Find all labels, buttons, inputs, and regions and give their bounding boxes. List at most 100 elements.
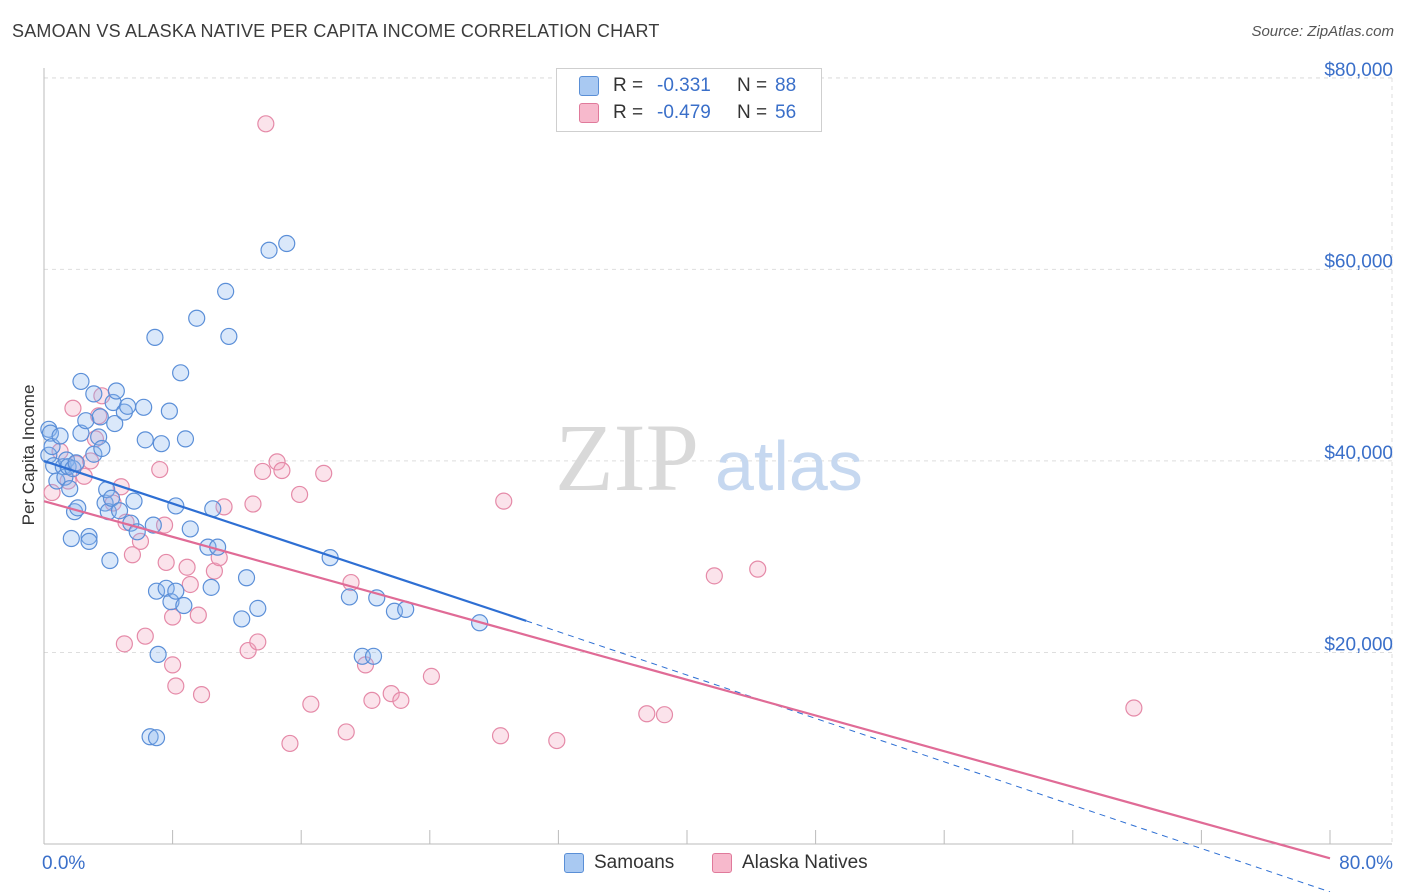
samoans-swatch	[579, 76, 599, 96]
watermark-atlas: atlas	[715, 427, 863, 505]
alaska-native-point	[167, 677, 185, 695]
samoan-point	[364, 647, 383, 665]
alaska-native-point	[491, 727, 510, 745]
alaska-natives-swatch	[579, 103, 599, 123]
alaska-native-point	[382, 685, 400, 703]
alaska-native-point	[131, 532, 150, 550]
samoan-point	[61, 480, 79, 498]
r-value: -0.479	[657, 102, 711, 123]
alaska-native-point	[273, 461, 291, 480]
samoan-point	[160, 402, 178, 420]
alaska-native-point	[290, 485, 309, 504]
alaska-native-point	[655, 706, 674, 724]
r-value: -0.331	[657, 75, 711, 96]
samoan-point	[77, 412, 95, 430]
x-tick-label: 80.0%	[1339, 853, 1393, 874]
samoan-point	[175, 596, 193, 615]
alaska-native-point	[315, 464, 333, 482]
y-tick-label: $40,000	[1324, 443, 1393, 464]
legend-item-alaska-natives[interactable]: Alaska Natives	[712, 852, 868, 874]
alaska-natives-points	[43, 115, 1143, 753]
y-axis-label: Per Capita Income	[19, 385, 38, 526]
samoan-point	[141, 728, 159, 746]
alaska-native-point	[249, 633, 267, 651]
watermark-zip: ZIP	[555, 404, 699, 511]
samoan-point	[136, 431, 154, 449]
stats-legend-row-alaska-natives: R = -0.479 N = 56	[579, 100, 796, 126]
y-tick-label: $20,000	[1324, 634, 1393, 655]
x-tick-label: 0.0%	[42, 853, 85, 874]
samoan-point	[93, 439, 111, 458]
samoan-point	[118, 397, 137, 415]
n-value: 88	[775, 75, 797, 96]
alaska-native-point	[123, 546, 142, 564]
alaska-native-point	[302, 695, 320, 713]
samoan-point	[157, 579, 175, 597]
r-label: R =	[613, 102, 644, 123]
stats-legend: R = -0.331 N = 88 R = -0.479 N = 56	[556, 68, 822, 132]
alaska-native-point	[548, 731, 566, 750]
alaska-native-point	[205, 562, 223, 580]
samoan-point	[233, 610, 251, 628]
samoan-point	[48, 472, 66, 490]
alaska-native-point	[1125, 699, 1143, 717]
alaska-native-point	[181, 575, 199, 594]
samoan-point	[51, 427, 69, 445]
alaska-native-point	[392, 691, 410, 709]
alaska-native-point	[157, 553, 175, 572]
tick-labels: $20,000 $40,000 $60,000 $80,000 0.0% 80.0%	[42, 60, 1393, 874]
alaska-native-point	[749, 560, 767, 578]
samoan-point	[202, 578, 220, 596]
chart-title: SAMOAN VS ALASKA NATIVE PER CAPITA INCOM…	[12, 21, 660, 41]
y-tick-label: $60,000	[1324, 251, 1393, 272]
samoan-point	[162, 593, 180, 611]
samoan-point	[80, 532, 98, 550]
samoan-point	[176, 430, 195, 448]
samoan-point	[217, 282, 235, 301]
alaska-natives-legend-swatch	[712, 853, 732, 873]
alaska-native-point	[244, 495, 262, 513]
samoan-point	[220, 327, 238, 346]
alaska-native-point	[192, 685, 211, 704]
legend-label-alaska-natives: Alaska Natives	[742, 852, 868, 873]
samoan-point	[181, 520, 199, 538]
alaska-native-point	[178, 558, 196, 576]
samoans-trend-extension	[526, 620, 1331, 892]
samoan-point	[152, 435, 170, 453]
samoan-point	[85, 385, 103, 403]
samoan-point	[260, 241, 278, 259]
samoan-point	[80, 527, 98, 546]
samoan-point	[147, 582, 166, 600]
legend-item-samoans[interactable]: Samoans	[564, 852, 674, 874]
alaska-native-point	[268, 453, 286, 471]
samoan-point	[101, 551, 119, 570]
trend-lines	[43, 459, 1331, 892]
alaska-native-point	[254, 462, 272, 481]
samoans-trend-line	[43, 459, 527, 622]
samoan-point	[91, 408, 109, 426]
alaska-native-point	[337, 723, 355, 741]
alaska-native-point	[239, 641, 257, 660]
samoan-point	[249, 599, 267, 618]
samoans-points	[40, 234, 489, 747]
n-label: N =	[737, 102, 768, 123]
alaska-native-point	[164, 656, 182, 674]
alaska-native-point	[363, 691, 381, 709]
samoan-point	[72, 372, 90, 391]
samoan-point	[67, 454, 85, 472]
samoan-point	[167, 582, 185, 600]
samoan-point	[278, 234, 296, 253]
alaska-native-point	[281, 734, 299, 753]
samoan-point	[144, 516, 162, 534]
samoan-point	[188, 309, 206, 327]
stats-legend-row-samoans: R = -0.331 N = 88	[579, 73, 796, 99]
alaska-native-point	[422, 667, 441, 686]
samoan-point	[62, 529, 80, 548]
alaska-native-point	[705, 567, 723, 585]
alaska-native-point	[495, 492, 513, 510]
axes	[43, 68, 1392, 845]
alaska-native-point	[64, 399, 82, 417]
alaska-native-point	[189, 606, 207, 624]
samoan-point	[107, 382, 125, 400]
